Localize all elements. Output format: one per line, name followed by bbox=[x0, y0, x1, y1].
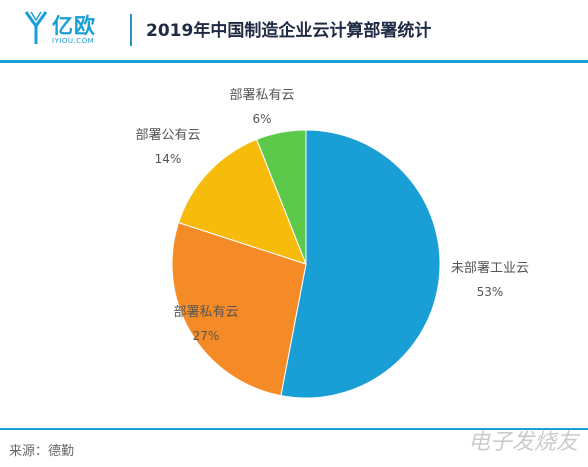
slice-value-label: 6% bbox=[252, 112, 271, 126]
footer-rule bbox=[0, 428, 588, 430]
watermark: 电子发烧友 bbox=[467, 430, 578, 455]
pie-slice bbox=[177, 138, 307, 265]
pie-slice bbox=[280, 129, 441, 399]
header-bar: 亿欧 IYIOU.COM 2019年中国制造企业云计算部署统计 bbox=[0, 0, 588, 66]
source-note: 来源：德勤 bbox=[9, 444, 75, 459]
logo-subtext: IYIOU.COM bbox=[52, 37, 95, 45]
slice-label: 部署公有云 bbox=[135, 128, 200, 143]
slice-value-label: 53% bbox=[477, 285, 504, 299]
logo-icon bbox=[24, 11, 48, 44]
slice-label: 部署私有云 bbox=[229, 88, 294, 103]
slice-value-label: 27% bbox=[193, 329, 220, 343]
logo-text: 亿欧 bbox=[52, 14, 96, 38]
slice-value-label: 14% bbox=[155, 152, 182, 166]
pie-slice bbox=[171, 221, 307, 397]
header-rule bbox=[0, 60, 588, 63]
pie-slice bbox=[256, 129, 307, 265]
slice-label: 未部署工业云 bbox=[451, 261, 529, 276]
chart-title: 2019年中国制造企业云计算部署统计 bbox=[146, 21, 432, 41]
slice-label: 部署私有云 bbox=[173, 305, 238, 320]
header-divider bbox=[130, 14, 132, 46]
